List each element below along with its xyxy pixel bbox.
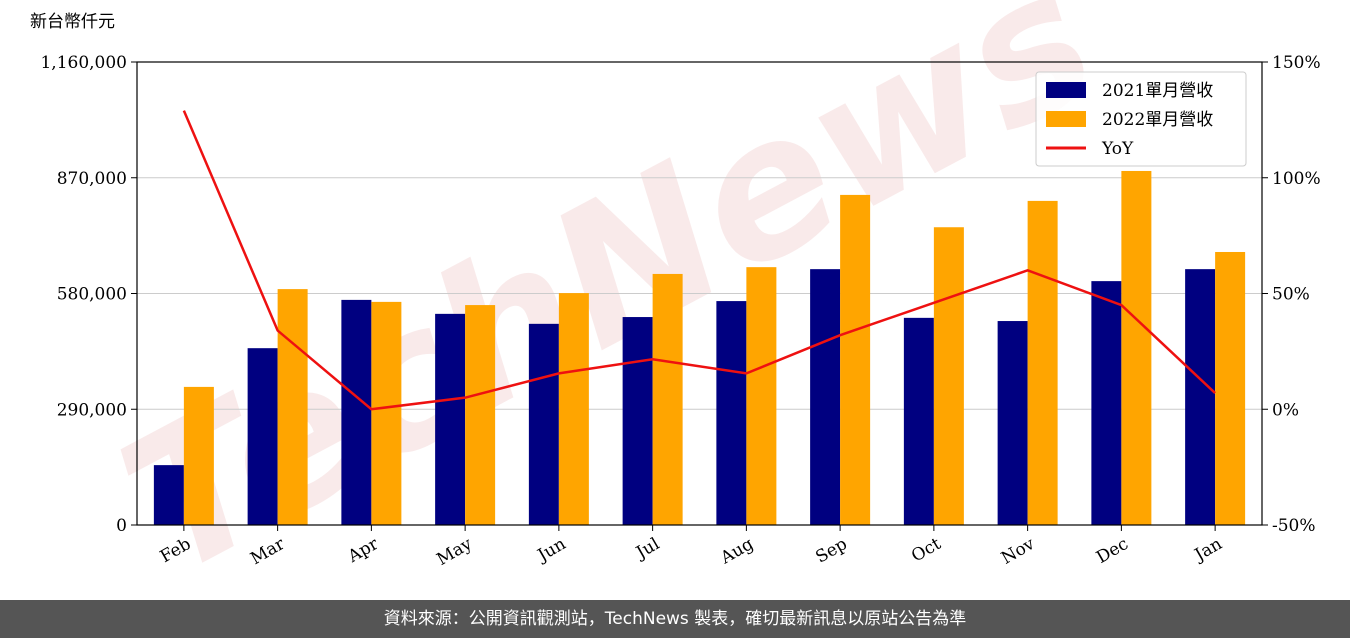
bar <box>1091 281 1122 525</box>
line <box>182 110 1216 411</box>
y2-tick-label: 0% <box>1272 400 1299 420</box>
legend-label: 2022單月營收 <box>1102 110 1213 130</box>
legend-swatch <box>1046 82 1086 98</box>
bar <box>903 317 934 525</box>
legend-swatch <box>1046 111 1086 127</box>
watermark: TechNews <box>90 0 1128 600</box>
bar <box>371 301 402 525</box>
x-tick-label: Sep <box>812 534 850 568</box>
y2-tick-label: 100% <box>1272 169 1321 189</box>
bar <box>1215 251 1246 525</box>
bar <box>247 348 278 525</box>
bar <box>341 299 372 525</box>
y-tick-label: 580,000 <box>57 285 127 305</box>
bar <box>810 269 841 525</box>
footer: 資料來源：公開資訊觀測站，TechNews 製表，確切最新訊息以原站公告為準 <box>0 600 1350 638</box>
bar <box>997 321 1028 525</box>
bar <box>840 194 871 525</box>
x-tick-label: Jan <box>1190 534 1226 566</box>
y2-tick-label: 150% <box>1272 53 1321 73</box>
bar <box>435 313 466 525</box>
x-tick-label: May <box>433 534 476 570</box>
legend-label: 2021單月營收 <box>1102 81 1213 101</box>
y-axis-label: 新台幣仟元 <box>30 12 115 32</box>
bar <box>528 323 559 525</box>
bar <box>933 227 964 525</box>
bar <box>746 267 777 525</box>
bar <box>465 305 496 525</box>
y-tick-label: 0 <box>116 516 127 536</box>
bar <box>1027 200 1058 525</box>
plot-frame <box>136 61 1263 526</box>
bar <box>1185 269 1216 525</box>
bar <box>277 289 308 525</box>
x-tick-label: Jun <box>533 534 570 567</box>
x-tick-label: Jul <box>631 534 663 564</box>
x-tick-label: Oct <box>908 534 944 567</box>
bar <box>558 293 589 525</box>
bar <box>716 301 747 525</box>
bar <box>183 386 214 525</box>
x-tick-label: Nov <box>998 534 1038 569</box>
bar <box>1121 170 1152 525</box>
y2-tick-label: -50% <box>1272 516 1316 536</box>
legend-label: YoY <box>1101 139 1134 159</box>
bar <box>652 273 683 525</box>
x-tick-label: Aug <box>716 534 757 569</box>
bar <box>622 317 653 525</box>
y-tick-label: 870,000 <box>57 169 127 189</box>
y-tick-label: 290,000 <box>57 400 127 420</box>
legend-box <box>1035 71 1247 167</box>
x-tick-label: Dec <box>1093 534 1132 568</box>
y-tick-label: 1,160,000 <box>40 53 127 73</box>
bar <box>153 465 184 525</box>
x-tick-label: Apr <box>344 534 383 568</box>
y2-tick-label: 50% <box>1272 285 1310 305</box>
